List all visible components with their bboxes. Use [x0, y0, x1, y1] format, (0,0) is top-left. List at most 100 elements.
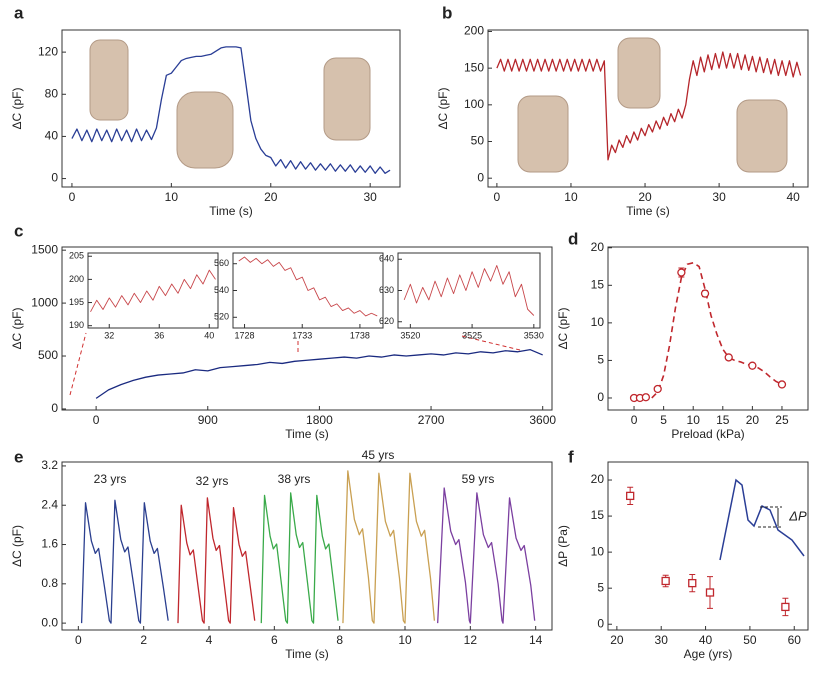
y-tick-label: 500 [38, 348, 58, 362]
annotation: 59 yrs [462, 472, 495, 486]
hand-photo [176, 91, 234, 169]
y-tick-label: 0 [477, 170, 484, 184]
plot-frame [487, 29, 809, 188]
x-axis-label: Time (s) [285, 647, 329, 661]
x-tick-label: 20 [264, 190, 278, 204]
point [748, 361, 757, 370]
x-tick-label: 1733 [292, 330, 312, 340]
x-tick-label: 6 [271, 633, 278, 647]
y-axis-label: ΔP (Pa) [556, 525, 570, 567]
y-tick-label: 560 [214, 258, 229, 268]
x-axis-label: Time (s) [626, 204, 670, 218]
x-tick-label: 0 [93, 413, 100, 427]
x-tick-label: 12 [464, 633, 478, 647]
plot-frame [61, 29, 401, 188]
x-tick-label: 3520 [400, 330, 420, 340]
inset-chart: 1728 1733 1738 520 540 560 [214, 252, 384, 340]
x-tick-label: 15 [716, 413, 730, 427]
hand-photo [517, 95, 569, 173]
point [661, 576, 670, 586]
y-tick-label: 0.0 [41, 615, 58, 629]
series-line [90, 269, 216, 313]
chart-panel: 0 2 4 6 8 10 12 14 0.0 0.8 1.6 2.4 3.2 Time (s) ΔC (pF… [10, 447, 553, 661]
y-tick-label: 1500 [31, 242, 58, 256]
y-tick-label: 100 [464, 97, 484, 111]
x-axis-label: Preload (kPa) [671, 427, 744, 441]
x-tick-label: 900 [198, 413, 218, 427]
series-line [95, 349, 543, 399]
x-tick-label: 20 [746, 413, 760, 427]
x-tick-label: 0 [75, 633, 82, 647]
panel-letter: a [14, 3, 24, 22]
pulse-wave [719, 478, 805, 561]
y-tick-label: 15 [591, 277, 605, 291]
x-tick-label: 50 [743, 633, 757, 647]
x-tick-label: 1738 [350, 330, 370, 340]
y-tick-label: 0 [597, 616, 604, 630]
x-tick-label: 3525 [462, 330, 482, 340]
series-line [437, 487, 536, 624]
y-axis-label: ΔC (pF) [556, 307, 570, 349]
x-tick-label: 3600 [529, 413, 556, 427]
y-tick-label: 0 [51, 401, 58, 415]
y-tick-label: 5 [597, 353, 604, 367]
annotation: ΔP [788, 508, 807, 523]
chart-panel: 0 10 20 30 40 0 50 100 150 200 Time (s) ΔC (pF) b [436, 3, 809, 218]
x-tick-label: 10 [687, 413, 701, 427]
x-tick-label: 3530 [524, 330, 544, 340]
series-line [177, 497, 256, 624]
inset-arrows [69, 332, 521, 396]
point [705, 588, 715, 597]
inset-chart: 3520 3525 3530 620 630 640 [379, 252, 544, 340]
x-tick-label: 0 [631, 413, 638, 427]
hand-photo [736, 99, 788, 173]
annotation: 32 yrs [196, 474, 229, 488]
x-tick-label: 10 [398, 633, 412, 647]
x-tick-label: 40 [787, 190, 801, 204]
y-tick-label: 200 [464, 24, 484, 38]
panel-letter: e [14, 447, 23, 466]
y-tick-label: 520 [214, 312, 229, 322]
y-tick-label: 205 [69, 251, 84, 261]
point [700, 289, 710, 298]
y-tick-label: 1.6 [41, 537, 58, 551]
annotation: 38 yrs [278, 472, 311, 486]
inset-chart: 32 36 40 190 195 200 205 [69, 251, 219, 340]
point [677, 268, 686, 277]
series-line [403, 265, 535, 316]
series-line [71, 46, 391, 174]
x-tick-label: 2 [140, 633, 147, 647]
x-tick-label: 25 [775, 413, 789, 427]
x-tick-label: 60 [788, 633, 802, 647]
y-tick-label: 1000 [31, 295, 58, 309]
pulse-inset [719, 478, 805, 561]
x-tick-label: 30 [363, 190, 377, 204]
panel-letter: b [442, 3, 452, 22]
point [688, 578, 697, 588]
y-tick-label: 10 [591, 544, 605, 558]
y-tick-label: 630 [379, 285, 394, 295]
x-tick-label: 4 [206, 633, 213, 647]
arrow [69, 332, 87, 396]
x-tick-label: 0 [69, 190, 76, 204]
y-tick-label: 620 [379, 316, 394, 326]
x-axis-label: Age (yrs) [684, 647, 733, 661]
x-tick-label: 40 [699, 633, 713, 647]
y-tick-label: 150 [464, 60, 484, 74]
y-tick-label: 640 [379, 254, 394, 264]
series-line [238, 256, 378, 317]
annotation: 23 yrs [94, 472, 127, 486]
y-tick-label: 540 [214, 285, 229, 295]
y-tick-label: 0.8 [41, 576, 58, 590]
x-tick-label: 1728 [235, 330, 255, 340]
chart-panel: 0 900 1800 2700 3600 0 500 1000 1500 Time (s) ΔC (… [10, 221, 556, 441]
x-tick-label: 10 [564, 190, 578, 204]
y-tick-label: 80 [45, 86, 59, 100]
point [724, 353, 733, 362]
inset-background [88, 253, 218, 328]
point [641, 393, 651, 402]
chart-panel: 20 30 40 50 60 0 5 10 15 20 Age (yrs) ΔP (Pa) f ΔP [556, 447, 809, 661]
